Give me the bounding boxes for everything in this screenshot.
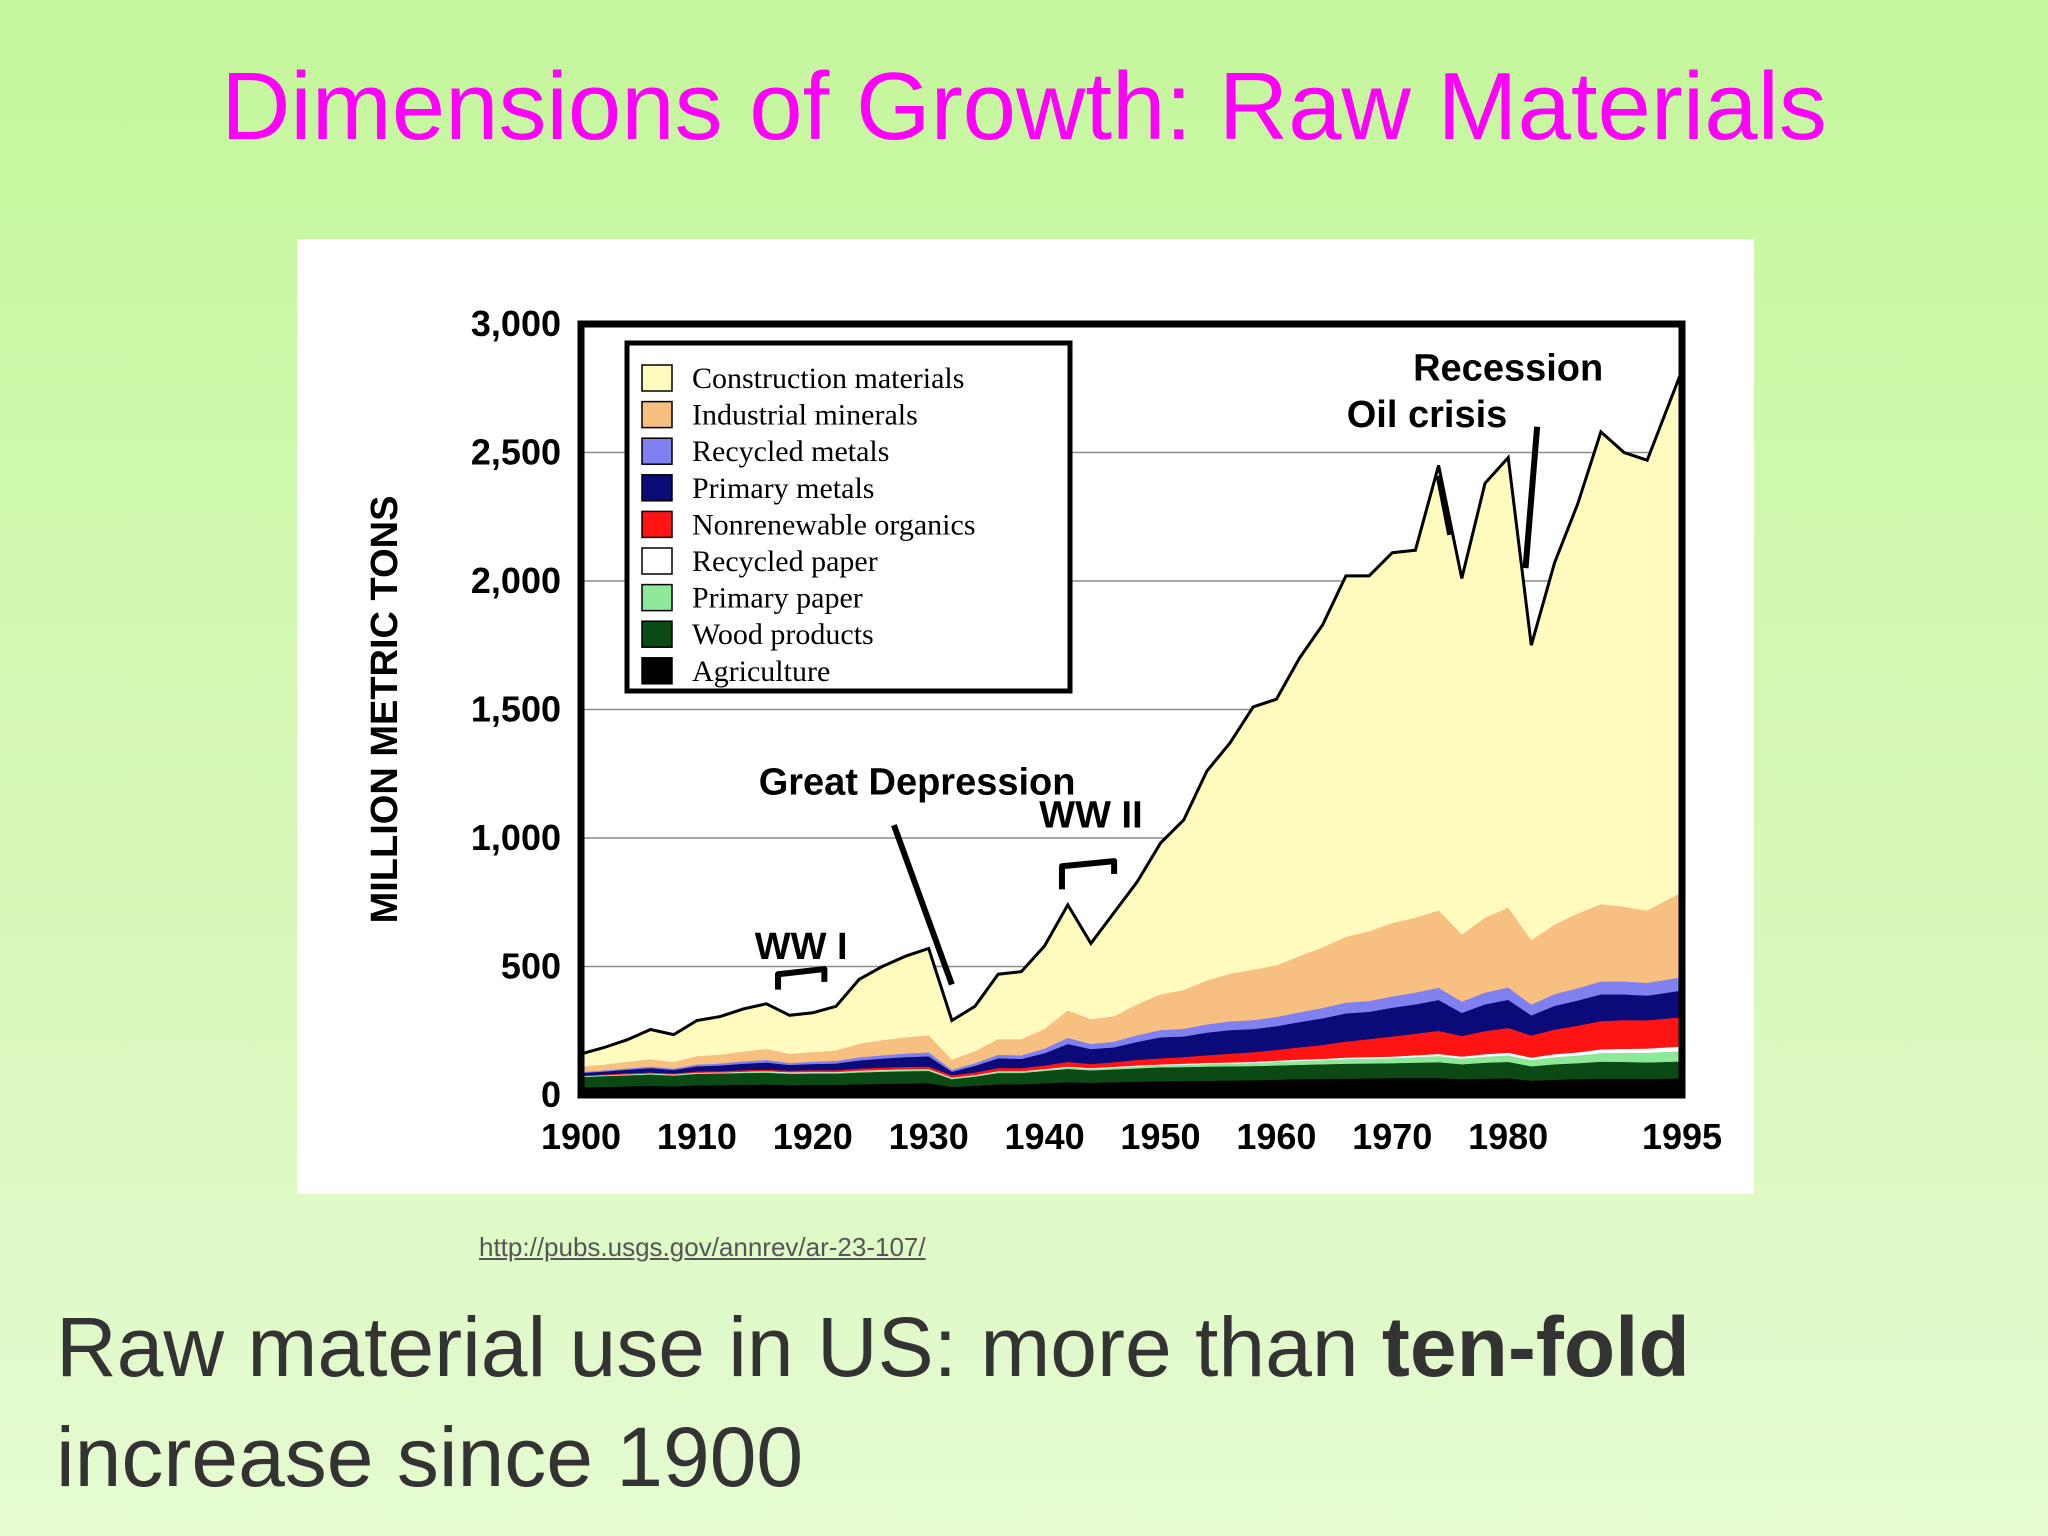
legend-box bbox=[624, 340, 1073, 694]
annotation-label: WW II bbox=[1039, 795, 1142, 837]
y-tick-label: 500 bbox=[501, 946, 561, 987]
x-tick-label: 1910 bbox=[657, 1116, 737, 1157]
caption-text-line2: increase since 1900 bbox=[56, 1410, 804, 1504]
slide-title: Dimensions of Growth: Raw Materials bbox=[221, 53, 1827, 160]
legend-label: Agriculture bbox=[692, 655, 830, 688]
annotation-label: Recession bbox=[1413, 348, 1603, 390]
legend-swatch bbox=[641, 400, 673, 429]
legend-label: Construction materials bbox=[692, 362, 964, 395]
legend-label: Primary paper bbox=[692, 582, 863, 615]
x-tick-label: 1950 bbox=[1120, 1116, 1200, 1157]
area-construction-materials bbox=[581, 370, 1682, 1067]
ww1-bracket bbox=[775, 966, 828, 990]
area-series bbox=[580, 369, 1684, 1096]
x-tick-label: 1900 bbox=[541, 1116, 621, 1157]
legend-swatch bbox=[641, 437, 673, 465]
oil-crisis-pointer bbox=[1435, 475, 1454, 536]
y-axis-label: MILLION METRIC TONS bbox=[364, 496, 406, 924]
source-link[interactable]: http://pubs.usgs.gov/annrev/ar-23-107/ bbox=[479, 1232, 926, 1262]
legend-label: Recycled metals bbox=[692, 435, 889, 468]
legend-label: Industrial minerals bbox=[692, 399, 918, 432]
legend-swatch bbox=[641, 657, 673, 685]
x-tick-label: 1960 bbox=[1236, 1116, 1316, 1157]
total-outline bbox=[580, 369, 1684, 1056]
annotation-label: WW I bbox=[755, 926, 848, 968]
y-tick-label: 1,000 bbox=[471, 817, 561, 858]
legend-label: Primary metals bbox=[692, 472, 874, 505]
legend-swatch bbox=[641, 364, 673, 392]
legend-swatch bbox=[641, 474, 673, 502]
ww2-bracket bbox=[1058, 858, 1118, 890]
annotation-label: Great Depression bbox=[759, 761, 1076, 803]
y-tick-label: 3,000 bbox=[471, 303, 561, 344]
x-tick-label: 1970 bbox=[1352, 1116, 1432, 1157]
legend-label: Nonrenewable organics bbox=[692, 508, 976, 541]
y-tick-label: 1,500 bbox=[471, 689, 561, 730]
x-tick-label: 1995 bbox=[1642, 1116, 1722, 1157]
x-tick-label: 1980 bbox=[1468, 1116, 1548, 1157]
legend: Construction materials Industrial mineral… bbox=[624, 340, 1073, 694]
legend-swatch bbox=[641, 620, 673, 648]
y-tick-label: 2,000 bbox=[471, 560, 561, 601]
caption-bold-text: ten-fold bbox=[1381, 1300, 1690, 1394]
recession-pointer bbox=[1522, 426, 1541, 569]
slide-caption: Raw material use in US: more than ten-fo… bbox=[56, 1292, 2016, 1512]
stacked-area-chart: 0 500 1,000 1,500 2,000 2,500 3,000 1900 1910 192… bbox=[364, 303, 1722, 1157]
x-tick-label: 1930 bbox=[889, 1116, 969, 1157]
legend-swatch bbox=[641, 510, 673, 539]
plot-frame bbox=[577, 320, 1686, 1099]
x-tick-label: 1940 bbox=[1005, 1116, 1085, 1157]
great-depression-pointer bbox=[891, 824, 955, 986]
caption-text: Raw material use in US: more than bbox=[56, 1300, 1382, 1394]
legend-label: Wood products bbox=[692, 618, 874, 651]
legend-label: Recycled paper bbox=[692, 545, 878, 578]
legend-swatch bbox=[641, 583, 673, 612]
y-tick-label: 0 bbox=[541, 1074, 561, 1115]
x-tick-label: 1920 bbox=[773, 1116, 853, 1157]
y-tick-label: 2,500 bbox=[471, 432, 561, 473]
plot-border bbox=[577, 320, 1686, 1099]
legend-swatch bbox=[641, 547, 673, 575]
axes: 0 500 1,000 1,500 2,000 2,500 3,000 1900 1910 192… bbox=[364, 303, 1722, 1157]
annotation-label: Oil crisis bbox=[1347, 394, 1508, 436]
chart-panel: 0 500 1,000 1,500 2,000 2,500 3,000 1900 1910 192… bbox=[297, 239, 1754, 1194]
